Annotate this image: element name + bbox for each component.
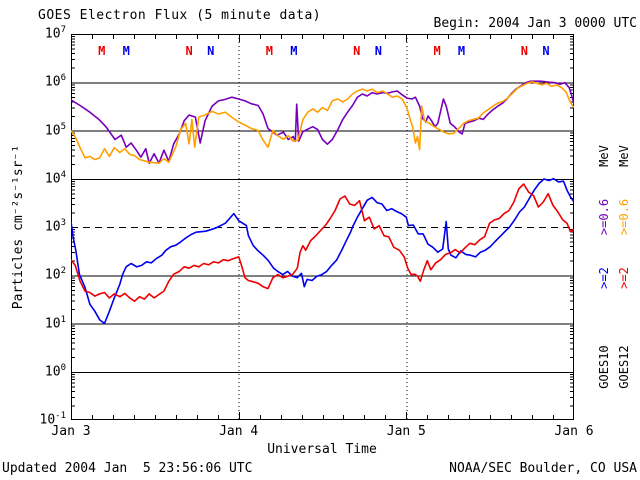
chart-title: GOES Electron Flux (5 minute data) [38, 8, 322, 23]
y-tick-label: 106 [44, 73, 66, 90]
x-tick-label: Jan 3 [51, 424, 91, 439]
marker-n: N [353, 44, 361, 58]
x-tick-label: Jan 5 [386, 424, 426, 439]
y-tick-label: 104 [44, 169, 66, 187]
y-tick-label: 100 [44, 362, 66, 380]
series-goes12-2-mev [70, 183, 575, 303]
series-goes12-0-6-mev [70, 80, 575, 164]
updated-timestamp: Updated 2004 Jan 5 23:56:06 UTC [2, 461, 253, 476]
marker-n: N [207, 44, 215, 58]
y-tick-label: 102 [44, 266, 66, 283]
y-tick-label: 107 [44, 25, 66, 42]
legend-goes10-satellite: GOES10 [597, 345, 611, 389]
x-tick-label: Jan 6 [554, 424, 594, 439]
y-tick-label: 103 [44, 218, 66, 235]
series-goes10-0-6-mev [70, 80, 575, 164]
y-tick-label: 105 [44, 121, 66, 138]
legend-goes12-satellite: GOES12 [617, 345, 631, 389]
marker-n: N [374, 44, 382, 58]
marker-m: M [433, 44, 441, 58]
x-axis-title: Universal Time [267, 442, 377, 457]
marker-m: M [98, 44, 106, 58]
marker-n: N [185, 44, 193, 58]
y-tick-label: 101 [44, 314, 66, 331]
x-tick-label: Jan 4 [219, 424, 259, 439]
plot-area [70, 34, 575, 420]
marker-n: N [542, 44, 550, 58]
chart-svg [70, 34, 575, 420]
marker-m: M [122, 44, 130, 58]
marker-m: M [290, 44, 298, 58]
begin-time-label: Begin: 2004 Jan 3 0000 UTC [433, 16, 638, 31]
y-tick-label: 10-1 [39, 411, 67, 428]
marker-n: N [520, 44, 528, 58]
source-credit: NOAA/SEC Boulder, CO USA [449, 461, 637, 476]
series-goes10-2-mev [70, 178, 575, 325]
marker-m: M [457, 44, 466, 58]
marker-m: M [265, 44, 273, 58]
